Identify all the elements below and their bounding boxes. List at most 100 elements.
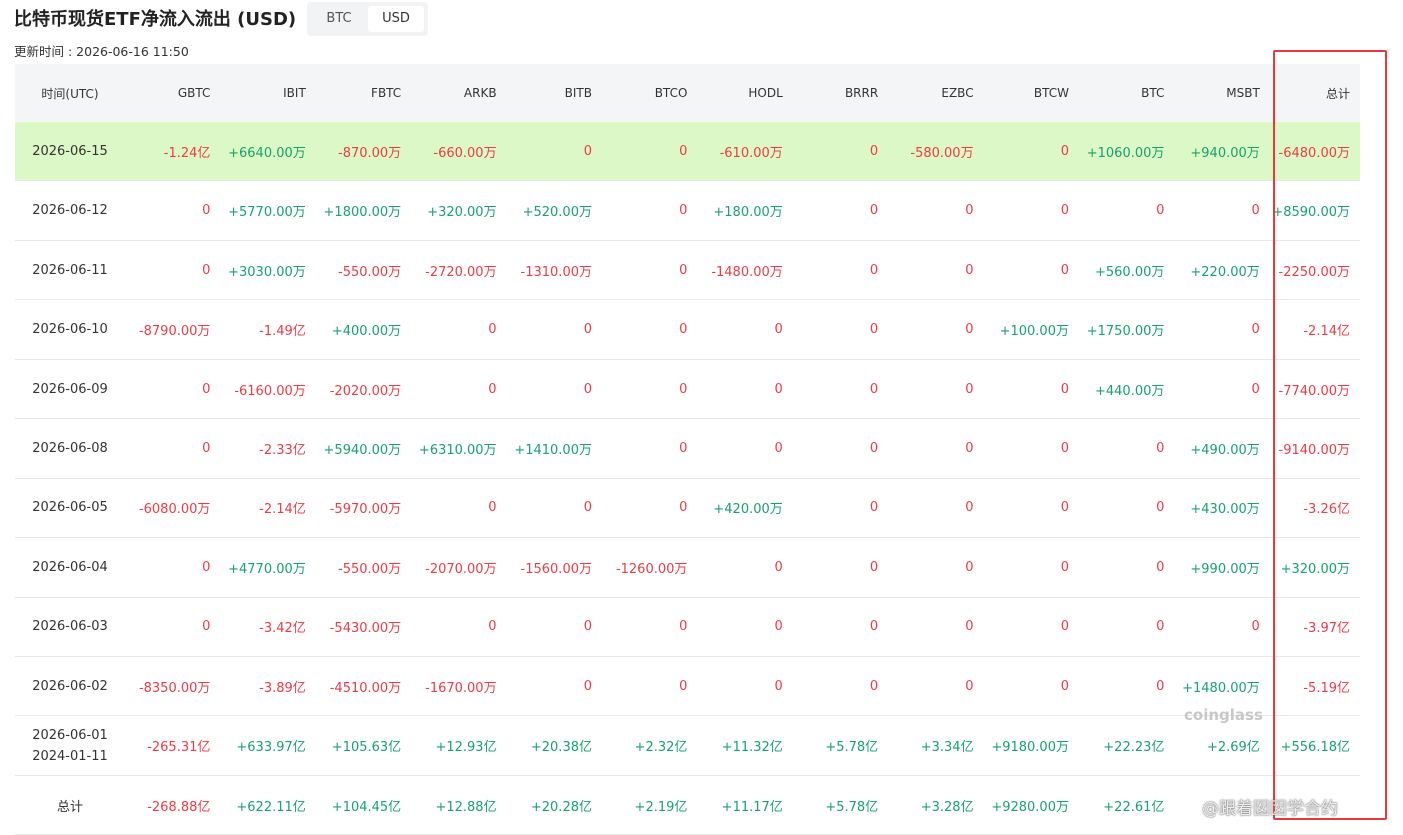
table-row: 2026-06-05 -6080.00万 -2.14亿 -5970.00万 0 0 0 +42… <box>15 479 1360 539</box>
table-row: 2026-06-03 0 -3.42亿 -5430.00万 0 0 0 0 0 0 0 0 0 -3.97… <box>15 598 1360 658</box>
value-cell: 0 <box>679 678 688 694</box>
table-row: 2026-06-09 0 -6160.00万 -2020.00万 0 0 0 0 0 0 0 +440… <box>15 360 1360 420</box>
value-cell: +4770.00万 <box>228 561 306 577</box>
value-cell: 0 <box>774 381 783 397</box>
date-cell: 2026-06-04 <box>32 559 108 575</box>
value-cell: -1.49亿 <box>259 324 306 340</box>
table-row: 2026-06-15 -1.24亿 +6640.00万 -870.00万 -660.00… <box>15 122 1360 182</box>
value-cell: +5.78亿 <box>825 799 879 815</box>
value-cell: 0 <box>1251 381 1260 397</box>
table-row: 2026-06-01 2024-01-11 -265.31亿 +633.97亿 +105… <box>15 717 1360 776</box>
value-cell: +1410.00万 <box>514 442 592 458</box>
value-cell: 0 <box>1156 619 1165 635</box>
value-cell: +180.00万 <box>713 205 783 221</box>
value-cell: +420.00万 <box>713 502 783 518</box>
value-cell: 0 <box>965 262 974 278</box>
value-cell: 0 <box>965 322 974 338</box>
date-line: 2026-06-01 <box>32 727 108 743</box>
column-header: EZBC <box>941 86 974 100</box>
value-cell: 0 <box>488 500 497 516</box>
column-header: BITB <box>564 86 592 100</box>
value-cell: 0 <box>202 262 211 278</box>
value-cell: 0 <box>965 500 974 516</box>
date-cell: 2026-06-09 <box>32 381 108 397</box>
date-cell: 2026-06-01 2024-01-11 <box>15 717 125 775</box>
value-cell: 0 <box>488 619 497 635</box>
value-cell: +11.17亿 <box>721 799 783 815</box>
value-cell: 0 <box>965 381 974 397</box>
value-cell: -1260.00万 <box>615 561 688 577</box>
value-cell: -3.89亿 <box>259 680 306 696</box>
value-cell: 0 <box>583 500 592 516</box>
update-time: 更新时间 : 2026-06-16 11:50 <box>14 44 189 59</box>
value-cell: +11.32亿 <box>721 740 783 756</box>
toggle-btc[interactable]: BTC <box>326 11 352 26</box>
value-cell: +3.28亿 <box>920 799 974 815</box>
column-header: GBTC <box>177 86 211 100</box>
date-cell: 2026-06-02 <box>32 678 108 694</box>
value-cell: 0 <box>1251 203 1260 219</box>
value-cell: 0 <box>774 559 783 575</box>
value-cell: 0 <box>1060 440 1069 456</box>
value-cell: -2720.00万 <box>425 264 497 280</box>
value-cell: 0 <box>1251 619 1260 635</box>
value-cell: -6160.00万 <box>234 383 306 399</box>
value-cell: 0 <box>869 619 879 635</box>
table-row: 2026-06-08 0 -2.33亿 +5940.00万 +6310.00万 +1410… <box>15 419 1360 479</box>
value-cell: -3.97亿 <box>1303 621 1350 637</box>
value-cell: +8590.00万 <box>1272 205 1350 221</box>
watermark: @跟着囡囡学合约 <box>1202 799 1338 819</box>
toggle-usd[interactable]: USD <box>368 6 424 32</box>
value-cell: +6640.00万 <box>228 145 306 161</box>
value-cell: -8790.00万 <box>138 324 211 340</box>
value-cell: +5940.00万 <box>323 442 402 458</box>
value-cell: 0 <box>679 143 688 159</box>
value-cell: +1480.00万 <box>1182 680 1260 696</box>
value-cell: 0 <box>869 678 879 694</box>
value-cell: 0 <box>869 203 879 219</box>
value-cell: +320.00万 <box>1280 561 1350 577</box>
value-cell: 0 <box>1060 559 1069 575</box>
value-cell: -5430.00万 <box>329 621 402 637</box>
value-cell: 0 <box>774 322 783 338</box>
value-cell: 0 <box>1060 262 1069 278</box>
date-cell: 2026-06-08 <box>32 440 108 456</box>
value-cell: -550.00万 <box>338 264 402 280</box>
watermark: coinglass <box>1184 706 1263 724</box>
table-row: 2026-06-12 0 +5770.00万 +1800.00万 +320.00万 +52… <box>15 181 1360 241</box>
value-cell: -1670.00万 <box>425 680 497 696</box>
value-cell: +12.93亿 <box>435 740 497 756</box>
table-row: 2026-06-02 -8350.00万 -3.89亿 -4510.00万 -1670.… <box>15 657 1360 717</box>
value-cell: +320.00万 <box>427 205 497 221</box>
value-cell: +556.18亿 <box>1280 740 1350 756</box>
table-row: 2026-06-10 -8790.00万 -1.49亿 +400.00万 0 0 0 0 0 0 +… <box>15 300 1360 360</box>
value-cell: -870.00万 <box>338 145 402 161</box>
value-cell: +633.97亿 <box>236 740 306 756</box>
value-cell: -5.19亿 <box>1303 680 1350 696</box>
column-header: ARKB <box>463 86 497 100</box>
unit-toggle: BTC USD <box>307 2 428 36</box>
value-cell: 0 <box>1156 559 1165 575</box>
value-cell: -2.33亿 <box>259 442 306 458</box>
value-cell: -1560.00万 <box>520 561 592 577</box>
value-cell: +400.00万 <box>331 324 402 340</box>
column-header: 时间(UTC) <box>41 86 99 101</box>
value-cell: -1480.00万 <box>711 264 783 280</box>
value-cell: -2.14亿 <box>1303 324 1350 340</box>
column-header: BTCW <box>1033 86 1069 100</box>
value-cell: +9280.00万 <box>991 799 1069 815</box>
value-cell: 0 <box>869 440 879 456</box>
value-cell: -6480.00万 <box>1278 145 1350 161</box>
value-cell: +105.63亿 <box>331 740 402 756</box>
value-cell: +104.45亿 <box>331 799 402 815</box>
value-cell: +20.28亿 <box>530 799 592 815</box>
value-cell: +12.88亿 <box>435 799 497 815</box>
value-cell: +2.69亿 <box>1206 740 1260 756</box>
value-cell: 0 <box>583 678 592 694</box>
value-cell: -4510.00万 <box>329 680 402 696</box>
value-cell: 0 <box>679 262 688 278</box>
value-cell: 0 <box>679 381 688 397</box>
value-cell: 0 <box>869 322 879 338</box>
value-cell: +490.00万 <box>1190 442 1260 458</box>
value-cell: +430.00万 <box>1190 502 1260 518</box>
